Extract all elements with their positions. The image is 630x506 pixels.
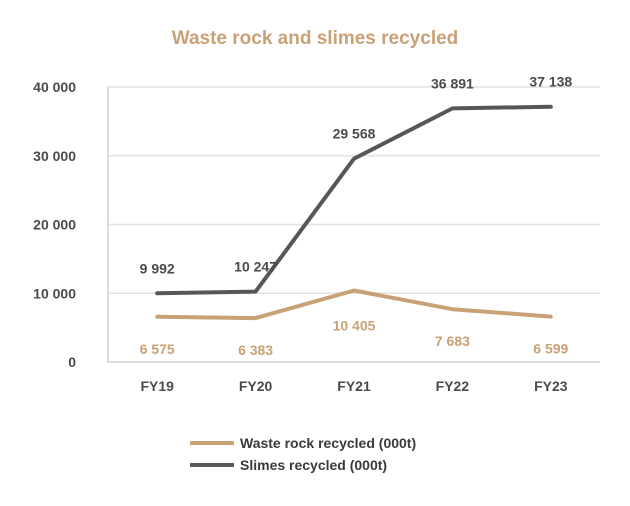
data-label-slimes: 36 891 [431, 75, 474, 91]
series-line-waste-rock [155, 288, 553, 321]
data-label-waste-rock: 6 599 [533, 341, 568, 357]
legend-item-slimes: Slimes recycled (000t) [190, 454, 416, 476]
y-tick-label: 10 000 [33, 285, 76, 301]
series-line-slimes [155, 104, 553, 296]
legend-label-waste-rock: Waste rock recycled (000t) [240, 435, 417, 451]
data-label-slimes: 9 992 [140, 260, 175, 276]
y-tick-label: 40 000 [33, 79, 76, 95]
x-tick-label: FY19 [140, 378, 174, 394]
legend-label-slimes: Slimes recycled (000t) [240, 457, 388, 473]
legend: Waste rock recycled (000t) Slimes recycl… [190, 432, 416, 476]
data-label-slimes: 29 568 [333, 126, 376, 142]
y-tick-label: 20 000 [33, 217, 76, 233]
data-label-slimes: 37 138 [529, 74, 572, 90]
legend-item-waste-rock: Waste rock recycled (000t) [190, 432, 416, 454]
data-label-slimes: 10 247 [234, 259, 277, 275]
data-label-waste-rock: 10 405 [333, 317, 376, 333]
y-tick-label: 30 000 [33, 148, 76, 164]
x-tick-label: FY22 [436, 378, 470, 394]
data-label-waste-rock: 6 575 [140, 341, 175, 357]
x-tick-label: FY23 [534, 378, 568, 394]
data-label-waste-rock: 7 683 [435, 333, 470, 349]
legend-swatch-waste-rock [190, 441, 234, 445]
x-tick-label: FY21 [337, 378, 371, 394]
legend-swatch-slimes [190, 463, 234, 467]
data-label-waste-rock: 6 383 [238, 342, 273, 358]
chart-title: Waste rock and slimes recycled [171, 28, 459, 49]
x-tick-label: FY20 [239, 378, 273, 394]
y-tick-label: 0 [68, 354, 76, 370]
